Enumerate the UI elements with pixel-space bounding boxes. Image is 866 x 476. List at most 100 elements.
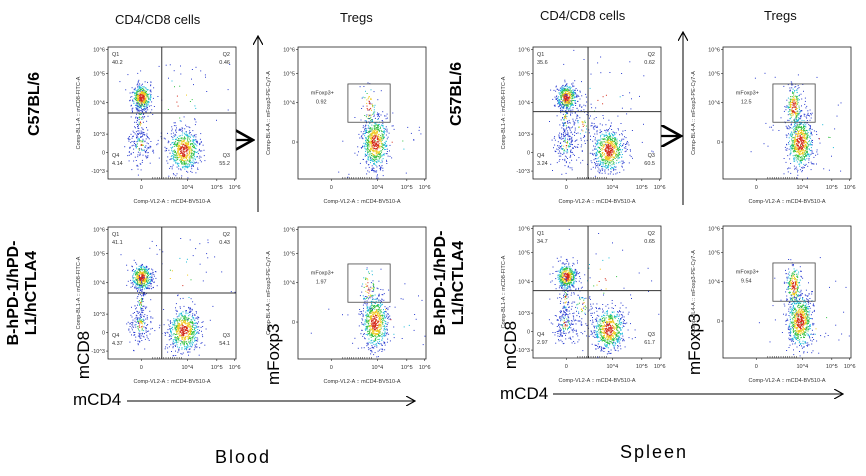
event-dot: [187, 177, 189, 179]
event-dot: [612, 148, 614, 150]
event-dot: [387, 155, 389, 157]
event-dot: [184, 128, 186, 130]
event-dot: [377, 324, 379, 326]
event-dot: [136, 315, 138, 317]
event-dot: [369, 108, 371, 110]
event-dot: [150, 285, 152, 287]
event-dot: [184, 338, 186, 340]
event-dot: [370, 324, 372, 326]
event-dot: [190, 345, 192, 347]
event-dot: [381, 301, 382, 303]
event-dot: [177, 163, 179, 165]
event-dot: [381, 319, 383, 321]
event-dot: [137, 288, 139, 290]
event-dot: [364, 135, 366, 137]
event-dot: [144, 141, 146, 143]
event-dot: [166, 160, 168, 162]
event-dot: [170, 322, 172, 324]
event-dot: [381, 165, 383, 167]
event-dot: [609, 154, 610, 156]
event-dot: [381, 299, 383, 301]
mfoxp3-gate[interactable]: [347, 83, 391, 123]
event-dot: [369, 307, 371, 309]
event-dot: [147, 285, 149, 287]
event-dot: [368, 126, 370, 128]
event-dot: [133, 97, 135, 99]
event-dot: [137, 100, 139, 102]
event-dot: [372, 328, 374, 330]
event-dot: [137, 133, 139, 135]
event-dot: [338, 171, 340, 173]
event-dot: [187, 344, 189, 346]
event-dot: [185, 320, 187, 322]
event-dot: [385, 134, 387, 136]
event-dot: [196, 142, 198, 144]
event-dot: [366, 173, 368, 175]
event-dot: [143, 149, 145, 151]
event-dot: [377, 152, 379, 154]
quadrant-name: Q4: [112, 333, 119, 339]
event-dot: [146, 107, 148, 109]
event-dot: [179, 153, 181, 155]
event-dot: [137, 320, 138, 322]
event-dot: [146, 157, 148, 159]
event-dot: [362, 323, 364, 325]
event-dot: [135, 121, 137, 123]
event-dot: [373, 157, 375, 159]
event-dot: [377, 310, 379, 312]
event-dot: [178, 148, 180, 150]
event-dot: [372, 335, 374, 337]
mfoxp3-gate[interactable]: [347, 263, 391, 303]
event-dot: [381, 344, 383, 346]
event-dot: [184, 162, 186, 164]
event-dot: [170, 331, 171, 332]
event-dot: [183, 317, 185, 319]
event-dot: [379, 139, 381, 141]
event-dot: [181, 156, 182, 158]
event-dot: [139, 284, 141, 286]
event-dot: [136, 106, 138, 108]
event-dot: [560, 95, 562, 97]
event-dot: [136, 274, 138, 275]
event-dot: [193, 318, 195, 320]
event-dot: [181, 323, 183, 325]
event-dot: [381, 147, 383, 149]
event-dot: [186, 343, 187, 344]
event-dot: [136, 90, 138, 92]
event-dot: [380, 129, 382, 131]
event-dot: [189, 132, 191, 133]
event-dot: [134, 95, 136, 96]
event-dot: [386, 131, 388, 133]
event-dot: [176, 144, 178, 146]
event-dot: [380, 127, 381, 129]
event-dot: [136, 276, 138, 278]
event-dot: [375, 137, 377, 139]
event-dot: [374, 328, 376, 330]
event-dot: [141, 309, 143, 311]
event-dot: [137, 318, 139, 320]
event-dot: [613, 162, 615, 164]
event-dot: [137, 124, 139, 126]
event-dot: [567, 89, 569, 91]
event-dot: [354, 337, 356, 339]
event-dot: [342, 314, 343, 316]
event-dot: [180, 353, 182, 355]
event-dot: [137, 138, 139, 140]
event-dot: [167, 140, 169, 142]
event-dot: [170, 166, 172, 168]
event-dot: [372, 280, 374, 282]
event-dot: [570, 105, 572, 107]
event-dot: [172, 339, 174, 341]
event-dot: [592, 140, 594, 142]
event-dot: [140, 89, 142, 91]
event-dot: [362, 295, 364, 297]
event-dot: [378, 338, 380, 340]
event-dot: [369, 319, 371, 321]
event-dot: [140, 88, 142, 89]
event-dot: [370, 116, 372, 118]
event-dot: [371, 333, 373, 335]
event-dot: [610, 155, 612, 157]
event-dot: [199, 143, 201, 145]
event-dot: [563, 98, 565, 100]
